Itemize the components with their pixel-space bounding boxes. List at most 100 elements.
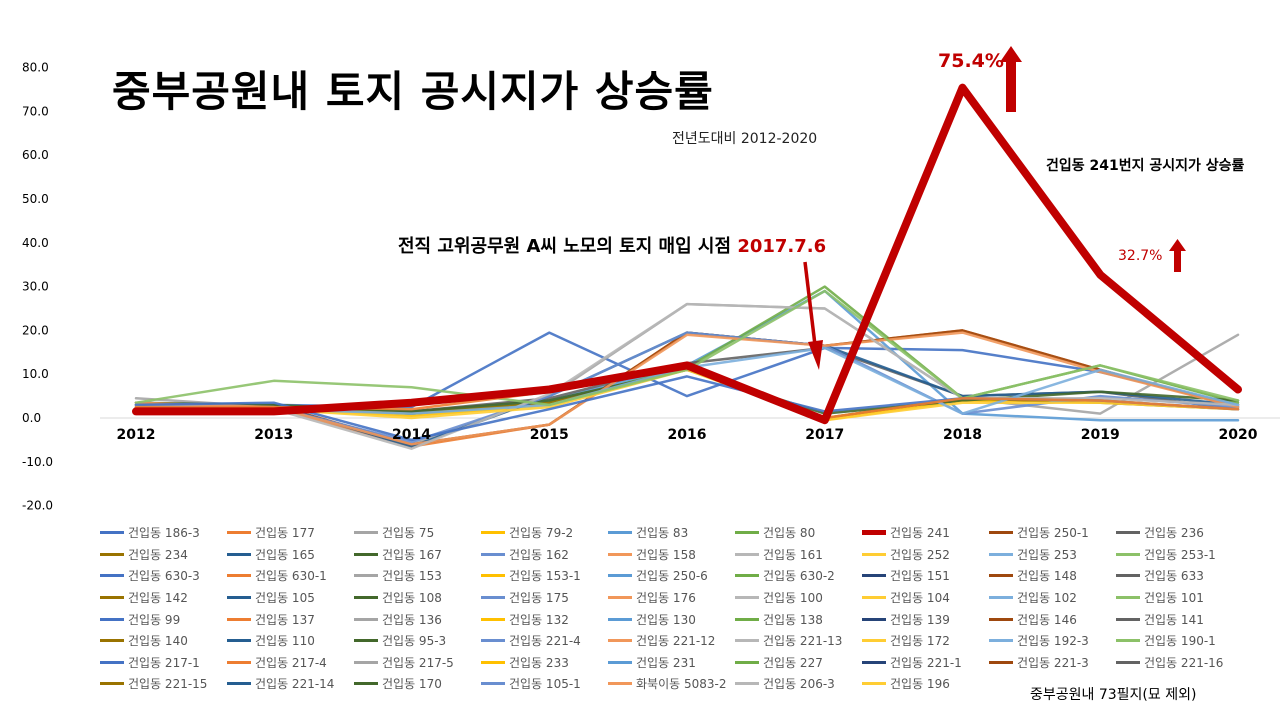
x-tick-label: 2018 xyxy=(943,427,982,443)
value-2019-label: 32.7% xyxy=(1118,248,1163,264)
purchase-date: 2017.7.6 xyxy=(737,236,827,257)
legend-swatch xyxy=(862,617,886,621)
up-arrow-icon xyxy=(1000,46,1022,112)
legend-item: 건입동 175 xyxy=(481,587,608,609)
legend-item: 건입동 192-3 xyxy=(989,630,1116,652)
legend-label: 건입동 104 xyxy=(890,591,950,606)
legend-item: 건입동 101 xyxy=(1116,587,1243,609)
legend-item: 건입동 253 xyxy=(989,544,1116,566)
legend-label: 건입동 253-1 xyxy=(1144,547,1216,562)
legend-label: 건입동 221-1 xyxy=(890,655,962,670)
y-tick-label: 0.0 xyxy=(22,411,41,425)
legend-label: 건입동 221-15 xyxy=(128,677,208,692)
legend-swatch xyxy=(354,617,378,621)
legend-swatch xyxy=(227,682,251,686)
legend-item: 건입동 177 xyxy=(227,522,354,544)
legend-swatch xyxy=(481,596,505,600)
legend-swatch xyxy=(100,660,124,664)
legend-swatch xyxy=(1116,552,1140,556)
legend-swatch xyxy=(608,596,632,600)
legend-swatch xyxy=(608,660,632,664)
legend-label: 건입동 153 xyxy=(382,569,442,584)
x-tick-label: 2014 xyxy=(392,427,431,443)
legend-label: 건입동 177 xyxy=(255,526,315,541)
legend-item: 건입동 217-5 xyxy=(354,652,481,674)
legend-label: 건입동 105-1 xyxy=(509,677,581,692)
x-tick-label: 2016 xyxy=(668,427,707,443)
legend-label: 건입동 153-1 xyxy=(509,569,581,584)
legend-label: 건입동 633 xyxy=(1144,569,1204,584)
legend-label: 건입동 108 xyxy=(382,591,442,606)
legend-swatch xyxy=(608,552,632,556)
legend-item: 건입동 252 xyxy=(862,544,989,566)
legend-item: 건입동 132 xyxy=(481,608,608,630)
legend-swatch xyxy=(862,552,886,556)
legend-item: 건입동 95-3 xyxy=(354,630,481,652)
legend-label: 건입동 192-3 xyxy=(1017,634,1089,649)
legend-swatch xyxy=(735,639,759,643)
legend-item: 건입동 172 xyxy=(862,630,989,652)
legend-swatch xyxy=(227,596,251,600)
legend-label: 건입동 136 xyxy=(382,612,442,627)
legend-swatch xyxy=(100,552,124,556)
legend-item: 건입동 234 xyxy=(100,544,227,566)
legend-label: 건입동 241 xyxy=(890,526,950,541)
legend-item: 건입동 221-14 xyxy=(227,673,354,695)
legend-item: 화북이동 5083-2 xyxy=(608,673,735,695)
legend-item: 건입동 170 xyxy=(354,673,481,695)
legend-label: 건입동 80 xyxy=(763,526,816,541)
pointer-arrow-shaft xyxy=(803,261,817,346)
y-tick-label: 80.0 xyxy=(22,61,49,75)
chart-title: 중부공원내 토지 공시지가 상승률 xyxy=(112,67,714,116)
legend-swatch xyxy=(608,574,632,578)
legend-label: 건입동 190-1 xyxy=(1144,634,1216,649)
legend-label: 건입동 217-4 xyxy=(255,655,327,670)
legend-label: 건입동 630-1 xyxy=(255,569,327,584)
legend-swatch xyxy=(227,552,251,556)
legend-swatch xyxy=(100,596,124,600)
legend-swatch xyxy=(989,552,1013,556)
legend-item: 건입동 130 xyxy=(608,608,735,630)
legend-swatch xyxy=(1116,596,1140,600)
legend-item: 건입동 167 xyxy=(354,544,481,566)
legend-label: 건입동 221-3 xyxy=(1017,655,1089,670)
legend-item: 건입동 221-12 xyxy=(608,630,735,652)
legend-label: 건입동 186-3 xyxy=(128,526,200,541)
legend-label: 건입동 233 xyxy=(509,655,569,670)
legend-label: 건입동 217-1 xyxy=(128,655,200,670)
legend-swatch xyxy=(100,682,124,686)
legend-item: 건입동 108 xyxy=(354,587,481,609)
legend-item: 건입동 162 xyxy=(481,544,608,566)
legend-item: 건입동 110 xyxy=(227,630,354,652)
legend-item: 건입동 186-3 xyxy=(100,522,227,544)
legend-label: 건입동 99 xyxy=(128,612,181,627)
legend-item: 건입동 196 xyxy=(862,673,989,695)
legend-swatch xyxy=(862,574,886,578)
series-line xyxy=(132,83,1242,425)
legend-label: 건입동 105 xyxy=(255,591,315,606)
legend-label: 건입동 140 xyxy=(128,634,188,649)
legend-item: 건입동 250-6 xyxy=(608,565,735,587)
legend-swatch xyxy=(989,639,1013,643)
legend-swatch xyxy=(1116,639,1140,643)
legend-swatch xyxy=(735,531,759,535)
legend-swatch xyxy=(481,552,505,556)
x-tick-label: 2017 xyxy=(805,427,844,443)
legend-label: 건입동 236 xyxy=(1144,526,1204,541)
legend-swatch xyxy=(100,574,124,578)
y-tick-label: 30.0 xyxy=(22,280,49,294)
legend-label: 건입동 234 xyxy=(128,547,188,562)
legend-item: 건입동 142 xyxy=(100,587,227,609)
legend-item: 건입동 102 xyxy=(989,587,1116,609)
legend-swatch xyxy=(227,660,251,664)
series-241-annotation: 건입동 241번지 공시지가 상승률 xyxy=(1046,158,1245,174)
legend-label: 건입동 130 xyxy=(636,612,696,627)
series-line xyxy=(134,302,1240,450)
legend-label: 건입동 206-3 xyxy=(763,677,835,692)
legend-label: 건입동 221-14 xyxy=(255,677,335,692)
legend-label: 건입동 630-3 xyxy=(128,569,200,584)
peak-2018-label: 75.4% xyxy=(938,50,1004,72)
legend-label: 건입동 221-16 xyxy=(1144,655,1224,670)
legend-item: 건입동 153 xyxy=(354,565,481,587)
